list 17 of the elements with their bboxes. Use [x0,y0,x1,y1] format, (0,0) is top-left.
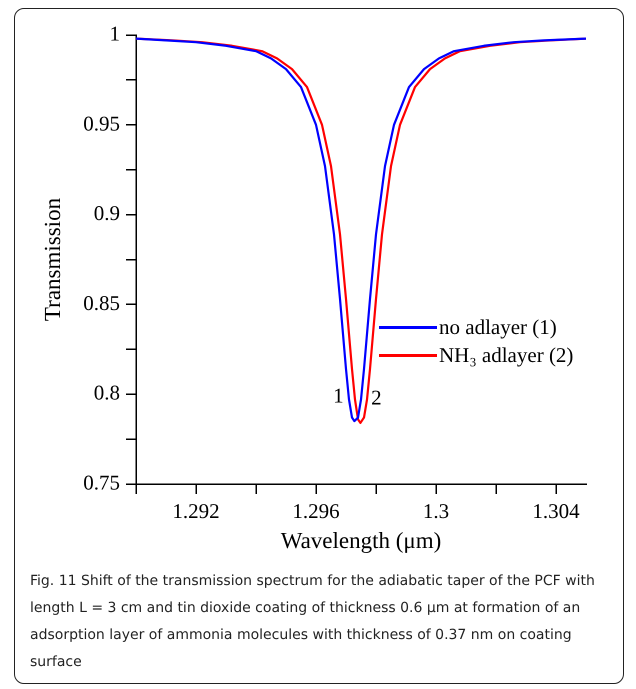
x-tick-label: 1.292 [172,499,220,524]
y-tick-label: 0.8 [94,380,120,405]
y-tick-label: 0.95 [83,111,120,136]
x-tick-label: 1.3 [422,499,450,524]
legend-label: NH₃ adlayer (2) [439,342,574,368]
annotation: 1 [333,384,344,408]
y-axis-title: Transmission [40,197,65,322]
x-tick-label: 1.296 [292,499,340,524]
caption: Fig. 11 Shift of the transmission spectrum for the adiabatic taper of the PCF with length L = 3 cm and tin dioxide coating of thickness 0.6 μm at formation of an adsorption layer of ammonia molecules with thickness of 0.37 nm on coating surface [30,572,596,672]
y-tick-label: 0.75 [83,470,120,495]
y-tick-label: 0.85 [83,290,120,315]
legend-label: no adlayer (1) [439,314,557,340]
x-axis-title: Wavelength (μm) [280,528,442,554]
y-tick-label: 0.9 [94,201,120,226]
x-tick-label: 1.304 [532,499,580,524]
y-tick-label: 1 [110,22,120,46]
annotation: 2 [371,385,382,410]
